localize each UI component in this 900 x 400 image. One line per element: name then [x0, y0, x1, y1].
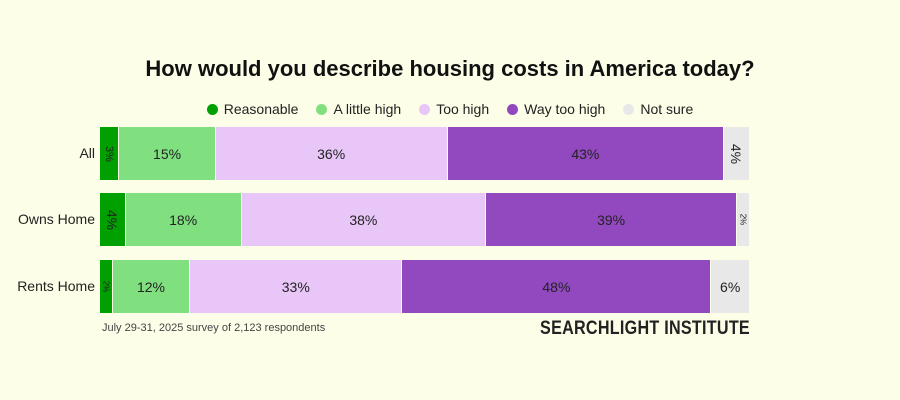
data-label: 12% [136, 278, 165, 295]
chart-title: How would you describe housing costs in … [145, 56, 755, 81]
data-label: 2% [738, 213, 748, 226]
data-label: 48% [542, 278, 571, 295]
legend: Reasonable A little high Too high Way too h… [0, 101, 900, 117]
data-label: 15% [153, 145, 182, 162]
bar-segment: 15% [119, 127, 216, 180]
legend-swatch [507, 103, 519, 115]
legend-swatch [206, 103, 218, 115]
legend-label: Reasonable [223, 101, 299, 117]
data-label: 4% [104, 209, 121, 230]
bar-segment: 33% [190, 260, 403, 313]
bar-segment: 43% [447, 127, 725, 180]
data-label: 33% [281, 278, 310, 295]
bar-segment: 4% [100, 193, 126, 246]
row-label: Rents Home [17, 278, 95, 294]
bar-segment: 3% [100, 127, 120, 180]
bar-segment: 38% [241, 193, 487, 246]
bar-segment: 4% [724, 127, 750, 180]
legend-swatch [316, 103, 328, 115]
data-label: 6% [720, 278, 741, 295]
data-label: 38% [349, 211, 378, 228]
legend-item: Way too high [507, 101, 605, 117]
legend-item: Not sure [623, 101, 693, 117]
legend-item: Too high [419, 101, 489, 117]
bar-segment: 2% [100, 260, 113, 313]
brand-logo: SEARCHLIGHT INSTITUTE [540, 318, 750, 339]
bar-segment: 36% [215, 127, 448, 180]
legend-swatch [419, 103, 431, 115]
bar-segment: 2% [737, 193, 750, 246]
bar-segment: 12% [112, 260, 191, 313]
legend-label: Not sure [640, 101, 694, 117]
legend-swatch [623, 103, 635, 115]
bar-segment: 39% [486, 193, 738, 246]
bar-segment: 18% [125, 193, 242, 246]
legend-label: A little high [333, 101, 402, 117]
data-label: 18% [169, 211, 198, 228]
legend-label: Way too high [524, 101, 606, 117]
data-label: 36% [317, 145, 346, 162]
data-label: 3% [103, 145, 116, 162]
row-label: Owns Home [17, 211, 95, 227]
stacked-bar: 3% 15% 36% 43% 4% [100, 127, 750, 180]
data-label: 43% [571, 145, 600, 162]
data-label: 39% [597, 211, 626, 228]
legend-item: Reasonable [206, 101, 299, 117]
legend-item: A little high [316, 101, 401, 117]
bar-segment: 48% [402, 260, 712, 313]
row-label: All [79, 145, 95, 161]
bar-segment: 6% [711, 260, 750, 313]
stacked-bar: 2% 12% 33% 48% 6% [100, 260, 750, 313]
footnote: July 29-31, 2025 survey of 2,123 respond… [102, 322, 326, 334]
data-label: 4% [728, 143, 745, 164]
data-label: 2% [101, 280, 111, 293]
stacked-bar: 4% 18% 38% 39% 2% [100, 193, 750, 246]
legend-label: Too high [436, 101, 490, 117]
